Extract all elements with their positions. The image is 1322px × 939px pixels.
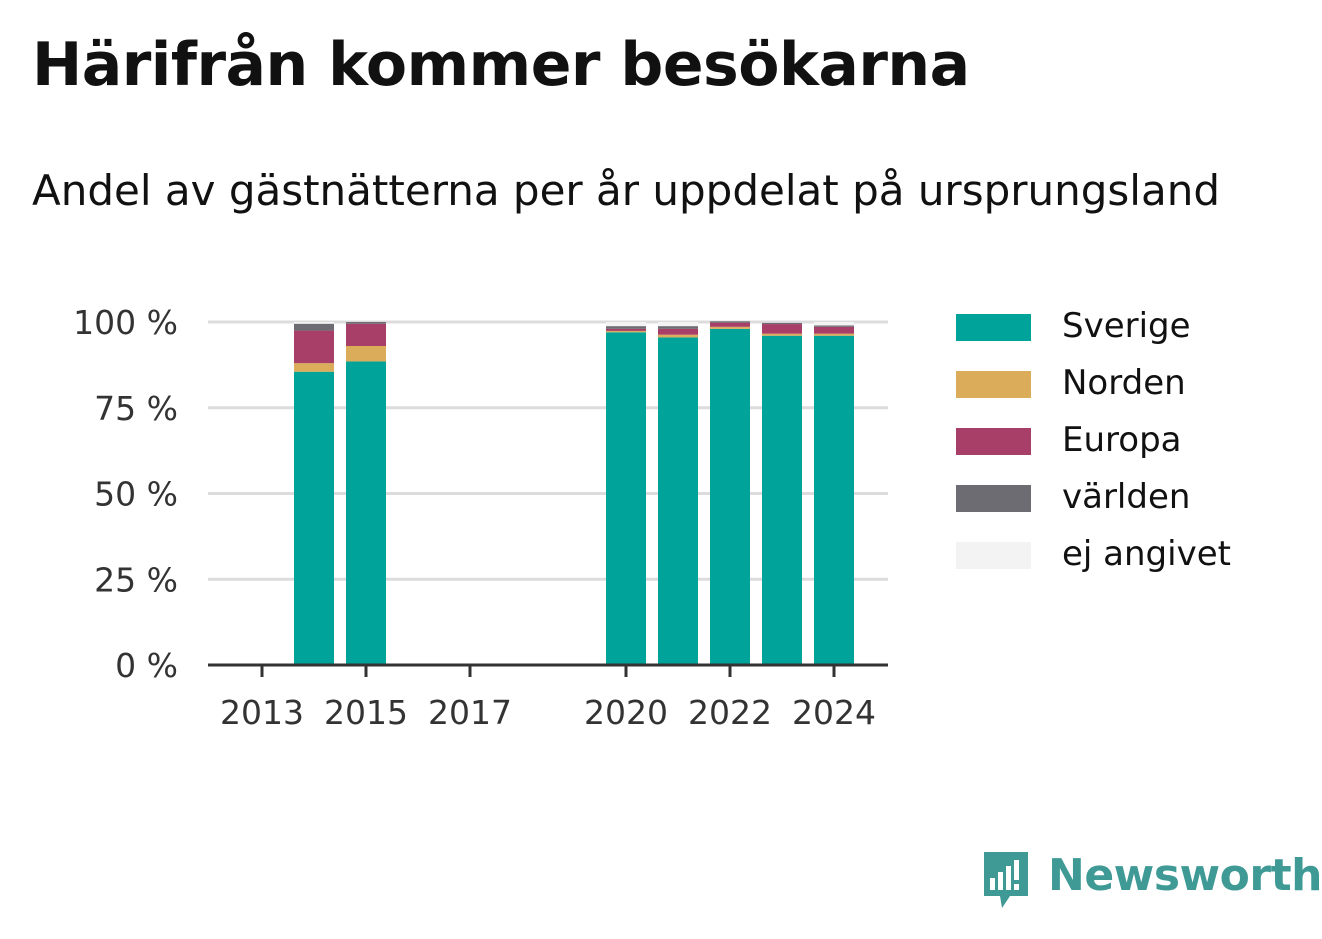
bar-segment bbox=[710, 326, 750, 329]
legend-label: Sverige bbox=[1062, 306, 1191, 346]
bar-segment bbox=[814, 326, 854, 334]
legend-swatch bbox=[956, 371, 1031, 398]
bar-segment bbox=[294, 323, 334, 331]
bar-segment bbox=[762, 322, 802, 325]
y-tick-label: 50 % bbox=[94, 475, 178, 514]
bar-segment bbox=[710, 328, 750, 665]
bar-segment bbox=[658, 322, 698, 327]
bar-segment bbox=[762, 335, 802, 665]
bar-segment bbox=[294, 371, 334, 665]
bar-segment bbox=[294, 330, 334, 364]
bar-segment bbox=[814, 325, 854, 327]
chart-subtitle: Andel av gästnätterna per år uppdelat på… bbox=[32, 166, 1220, 215]
bar-segment bbox=[606, 330, 646, 333]
brand-name: Newsworthy bbox=[1048, 850, 1322, 901]
bar-segment bbox=[658, 326, 698, 329]
y-tick-label: 100 % bbox=[73, 303, 178, 342]
bar-segment bbox=[814, 333, 854, 336]
axes: 0 % 25 % 50 % 75 % 100 % 2013 2015 2017 2020 2022… bbox=[73, 303, 888, 732]
x-tick-label: 2015 bbox=[324, 693, 408, 732]
chart-title: Härifrån kommer besökarna bbox=[32, 30, 970, 100]
bars bbox=[294, 321, 854, 665]
legend-swatch bbox=[956, 314, 1031, 341]
bar-segment bbox=[606, 328, 646, 331]
legend-swatch bbox=[956, 428, 1031, 455]
bar-segment bbox=[346, 323, 386, 347]
legend-swatch bbox=[956, 485, 1031, 512]
bar-segment bbox=[346, 322, 386, 324]
x-tick-label: 2013 bbox=[220, 693, 304, 732]
legend-swatch bbox=[956, 542, 1031, 569]
bar-segment bbox=[294, 363, 334, 372]
bar-segment bbox=[346, 346, 386, 362]
bar-segment bbox=[710, 321, 750, 323]
y-tick-label: 0 % bbox=[115, 646, 178, 685]
brand: Newsworthy bbox=[980, 848, 1322, 912]
x-tick-label: 2017 bbox=[428, 693, 512, 732]
bar-segment bbox=[606, 332, 646, 665]
bar-segment bbox=[606, 326, 646, 329]
bar-segment bbox=[762, 322, 802, 323]
bar-segment bbox=[606, 322, 646, 327]
bar-segment bbox=[658, 328, 698, 335]
legend-label: Europa bbox=[1062, 420, 1182, 460]
legend-label: ej angivet bbox=[1062, 534, 1231, 574]
bar-segment bbox=[294, 322, 334, 324]
bar-segment bbox=[346, 361, 386, 665]
x-tick-label: 2024 bbox=[792, 693, 876, 732]
bar-segment bbox=[658, 337, 698, 665]
legend-label: världen bbox=[1062, 477, 1191, 517]
bar-segment bbox=[814, 322, 854, 326]
x-tick-label: 2022 bbox=[688, 693, 772, 732]
bar-segment bbox=[762, 324, 802, 334]
bar-segment bbox=[814, 335, 854, 665]
bar-segment bbox=[710, 322, 750, 327]
bar-segment bbox=[762, 333, 802, 336]
newsworthy-logo-icon bbox=[984, 852, 1028, 908]
bar-segment bbox=[658, 334, 698, 338]
x-tick-label: 2020 bbox=[584, 693, 668, 732]
y-tick-label: 75 % bbox=[94, 389, 178, 428]
legend-label: Norden bbox=[1062, 363, 1186, 403]
y-tick-label: 25 % bbox=[94, 560, 178, 599]
